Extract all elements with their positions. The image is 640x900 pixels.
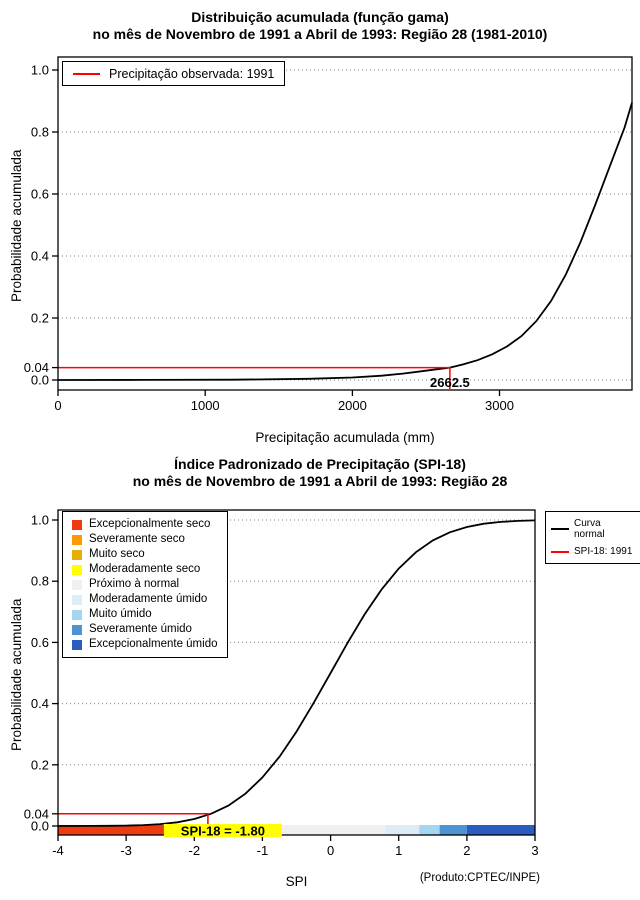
- observed-legend: Precipitação observada: 1991: [62, 61, 286, 86]
- spi-chart-titles: Índice Padronizado de Precipitação (SPI-…: [0, 456, 640, 490]
- spi-category-band: [58, 825, 195, 835]
- y-tick-label: 0.2: [31, 757, 49, 772]
- category-label: Moderadamente seco: [89, 563, 201, 575]
- y-tick-label: 0.2: [31, 311, 49, 326]
- category-label: Excepcionalmente seco: [89, 518, 211, 530]
- legend-item: Severamente seco: [72, 533, 218, 546]
- category-label: Severamente seco: [89, 533, 185, 545]
- category-label: Muito úmido: [89, 608, 152, 620]
- category-label: Severamente úmido: [89, 623, 192, 635]
- x-axis-label: Precipitação acumulada (mm): [255, 430, 435, 445]
- cdf-curve: [58, 519, 536, 827]
- x-tick-label: 2000: [338, 398, 367, 413]
- category-label: Moderadamente úmido: [89, 593, 208, 605]
- category-swatch: [72, 594, 82, 605]
- line-sample: [551, 550, 569, 553]
- observed-line-sample: [73, 72, 100, 75]
- category-swatch: [72, 519, 82, 530]
- chart-title: Distribuição acumulada (função gama): [191, 9, 449, 25]
- spi-category-band: [276, 825, 386, 835]
- x-tick-label: 1000: [191, 398, 220, 413]
- spi-category-band: [439, 825, 467, 835]
- line-sample: [551, 528, 569, 530]
- category-label: Muito seco: [89, 548, 145, 560]
- spi-category-band: [419, 825, 440, 835]
- x-tick-label: -2: [189, 843, 201, 858]
- product-credit: (Produto:CPTEC/INPE): [419, 872, 540, 884]
- category-swatch: [72, 564, 82, 575]
- spi-normal-plot: -4 -3 -2 -1 0 1 2 3 0.00.04 0.2 0.4 0.6 0.8 1.0 SPI-18…: [24, 509, 539, 858]
- legend-item: Próximo à normal: [72, 578, 218, 591]
- x-tick-label: 2: [463, 843, 470, 858]
- observed-value-label: SPI-18 = -1.80: [181, 824, 265, 839]
- legend-item: Muito seco: [72, 548, 218, 561]
- legend-item: Moderadamente seco: [72, 563, 218, 576]
- category-label: Excepcionalmente úmido: [89, 638, 218, 650]
- observed-value-label: 2662.5: [430, 375, 470, 390]
- chart-title: Índice Padronizado de Precipitação (SPI-…: [174, 456, 466, 472]
- x-tick-label: -3: [120, 843, 132, 858]
- observed-value-line: [58, 813, 209, 825]
- x-tick-label: 0: [327, 843, 334, 858]
- y-tick-label: 0.6: [31, 635, 49, 650]
- y-tick-label: 0.04: [24, 360, 49, 375]
- legend-item: Excepcionalmente seco: [72, 518, 218, 531]
- y-tick-label: 0.8: [31, 574, 49, 589]
- y-tick-label: 0.4: [31, 249, 49, 264]
- spi-categories-legend: Excepcionalmente seco Severamente seco Mui…: [62, 511, 228, 658]
- chart-subtitle: no mês de Novembro de 1991 a Abril de 19…: [132, 473, 508, 489]
- x-tick-label: -4: [52, 843, 64, 858]
- legend-item: SPI-18: 1991: [551, 546, 635, 557]
- plot-frame: [57, 509, 536, 836]
- legend-item: Muito úmido: [72, 608, 218, 621]
- legend-item: Excepcionalmente úmido: [72, 638, 218, 651]
- observed-label-highlight: [163, 824, 282, 837]
- x-tick-label: -1: [257, 843, 269, 858]
- category-swatch: [72, 534, 82, 545]
- gamma-cdf-plot: 0 1000 2000 3000 0.00.04 0.2 0.4 0.6 0.8 1.0 2662.…: [24, 56, 633, 413]
- y-tick-label: 1.0: [31, 513, 49, 528]
- category-swatch: [72, 549, 82, 560]
- category-swatch: [72, 579, 82, 590]
- legend-item: Curva normal: [551, 518, 635, 540]
- category-swatch: [72, 624, 82, 635]
- curves-legend: Curva normal SPI-18: 1991: [545, 511, 640, 564]
- y-tick-label: 0.04: [24, 806, 49, 821]
- spi-category-band: [466, 825, 535, 835]
- spi-category-band: [385, 825, 420, 835]
- y-tick-label: 0.6: [31, 187, 49, 202]
- x-tick-label: 3: [531, 843, 538, 858]
- y-axis-label: Probabilidade acumulada: [9, 598, 24, 751]
- series-label: Curva normal: [574, 518, 605, 540]
- y-tick-label: 0.0: [31, 819, 49, 834]
- category-swatch: [72, 609, 82, 620]
- y-tick-label: 0.0: [31, 373, 49, 388]
- gamma-chart-titles: Distribuição acumulada (função gama) no …: [0, 9, 640, 43]
- x-tick-label: 3000: [485, 398, 514, 413]
- y-tick-label: 0.4: [31, 696, 49, 711]
- observed-legend-label: Precipitação observada: 1991: [109, 66, 275, 81]
- y-tick-label: 0.8: [31, 125, 49, 140]
- y-axis-label: Probabilidade acumulada: [9, 149, 24, 302]
- category-swatch: [72, 639, 82, 650]
- chart-subtitle: no mês de Novembro de 1991 a Abril de 19…: [92, 26, 548, 42]
- x-tick-label: 1: [395, 843, 402, 858]
- plot-frame: [57, 56, 633, 391]
- legend-item: Severamente úmido: [72, 623, 218, 636]
- observed-value-line: [58, 366, 451, 389]
- x-axis-label: SPI: [285, 874, 308, 889]
- x-tick-label: 0: [54, 398, 61, 413]
- y-tick-label: 1.0: [31, 63, 49, 78]
- series-label: SPI-18: 1991: [574, 546, 633, 557]
- category-label: Próximo à normal: [89, 578, 180, 590]
- legend-item: Moderadamente úmido: [72, 593, 218, 606]
- cdf-curve: [57, 102, 633, 381]
